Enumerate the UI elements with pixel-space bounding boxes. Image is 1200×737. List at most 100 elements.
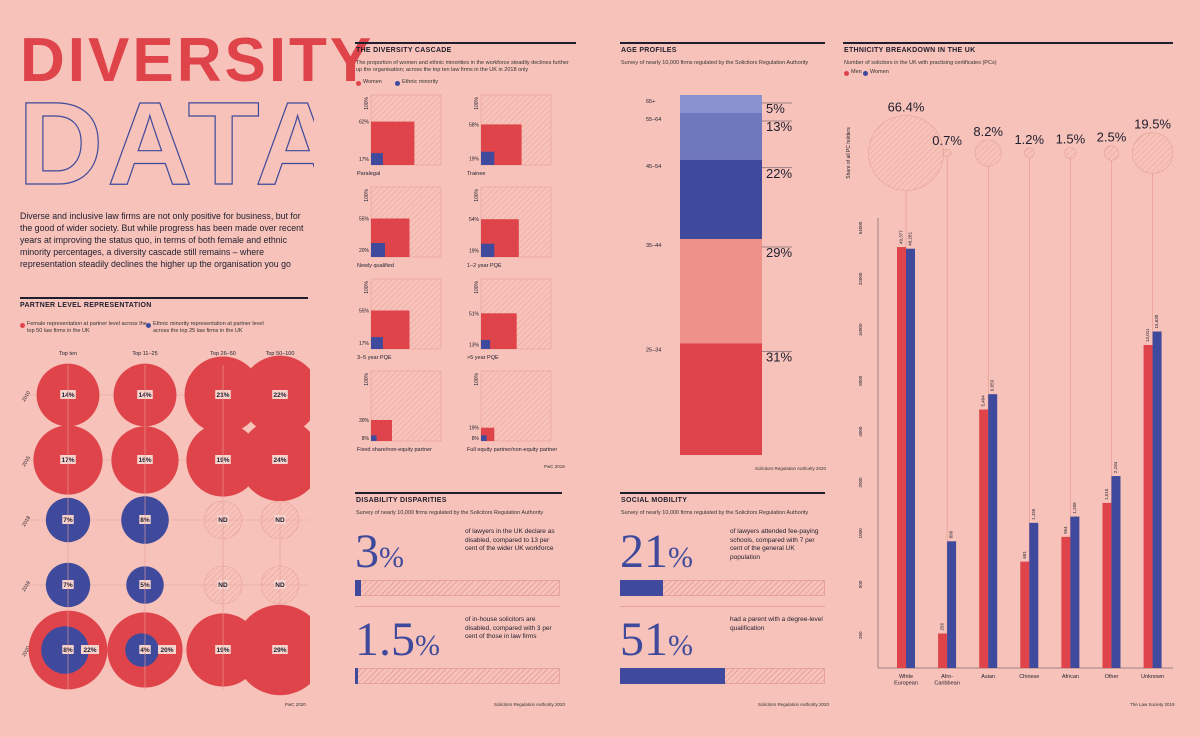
partner-legend-red: Female representation at partner level a… bbox=[27, 321, 147, 334]
cascade-top-label: 100% bbox=[474, 188, 480, 201]
eth-share-value: 66.4% bbox=[888, 100, 925, 115]
disability-rule bbox=[355, 492, 562, 494]
cascade-legend-women: Women bbox=[363, 79, 382, 85]
cascade-subtitle: The proportion of women and ethnic minor… bbox=[356, 60, 569, 73]
disability-stat-num: 3 bbox=[355, 525, 379, 578]
partner-label: 22% bbox=[273, 392, 286, 399]
cascade-women-label: 19% bbox=[469, 426, 480, 432]
partner-label: 29% bbox=[273, 647, 286, 654]
partner-col-0: Top ten bbox=[59, 351, 77, 357]
eth-share-bubble bbox=[1064, 147, 1077, 159]
cascade-ethnic-label: 20% bbox=[359, 248, 370, 254]
cascade-ethnic-label: 19% bbox=[469, 248, 480, 254]
cascade-top-label: 100% bbox=[474, 372, 480, 385]
eth-bar-label: 49,377 bbox=[899, 230, 904, 244]
ethnicity-subtitle: Number of solicitors in the UK with prac… bbox=[844, 60, 997, 66]
eth-tick: 250 bbox=[858, 631, 863, 639]
eth-bar-men bbox=[1061, 536, 1071, 668]
cascade-bar-ethnic bbox=[481, 435, 487, 441]
cascade-bar-ethnic bbox=[371, 243, 385, 257]
social-stat-pct: % bbox=[668, 541, 693, 574]
partner-rule bbox=[20, 297, 308, 299]
cascade-ethnic-label: 8% bbox=[472, 436, 480, 442]
age-label: 25–34 bbox=[646, 347, 661, 353]
eth-bar-label: 48,281 bbox=[908, 231, 913, 245]
eth-bar-label: 1,155 bbox=[1031, 508, 1036, 520]
eth-share-value: 1.5% bbox=[1056, 131, 1086, 146]
cascade-chart: 100% 62% 17% Paralegal 100% 58% 19% Trainee 100%… bbox=[357, 94, 557, 453]
eth-bar-label: 681 bbox=[1022, 551, 1027, 559]
eth-bar-label: 2,184 bbox=[1113, 461, 1118, 473]
partner-source: PwC 2020 bbox=[285, 702, 306, 707]
eth-tick: 500 bbox=[858, 580, 863, 588]
cascade-women-label: 62% bbox=[359, 120, 370, 126]
partner-label: ND bbox=[275, 582, 285, 589]
cascade-ethnic-label: 8% bbox=[362, 436, 370, 442]
age-label: 35–44 bbox=[646, 243, 661, 249]
cascade-top-label: 100% bbox=[474, 96, 480, 109]
age-label: 65+ bbox=[646, 99, 655, 105]
eth-share-bubble bbox=[868, 115, 944, 191]
eth-share-bubble bbox=[942, 148, 952, 158]
eth-legend-women-dot bbox=[863, 71, 868, 76]
cascade-bar-ethnic bbox=[371, 153, 383, 165]
eth-share-value: 0.7% bbox=[932, 133, 962, 148]
eth-bar-label: 898 bbox=[949, 530, 954, 538]
age-value: 29% bbox=[766, 245, 792, 260]
eth-bar-men bbox=[1020, 561, 1030, 668]
eth-bar-men bbox=[979, 409, 989, 668]
cascade-women-label: 54% bbox=[469, 217, 480, 223]
social-bar-fill bbox=[620, 668, 725, 684]
eth-tick: 1000 bbox=[858, 528, 863, 539]
social-bar-fill bbox=[620, 580, 664, 596]
social-stat-text: of lawyers attended fee-paying schools, … bbox=[730, 528, 819, 561]
eth-legend-men-dot bbox=[844, 71, 849, 76]
cascade-women-label: 55% bbox=[359, 309, 370, 315]
disability-bar-fill bbox=[355, 580, 362, 596]
social-stat-text: had a parent with a degree-level qualifi… bbox=[730, 616, 823, 632]
cascade-top-label: 100% bbox=[364, 372, 370, 385]
eth-bar-men bbox=[897, 247, 906, 668]
age-label: 55–64 bbox=[646, 117, 661, 123]
disability-stat-text: of in-house solicitors are disabled, com… bbox=[465, 616, 552, 640]
eth-bar-label: 6,659 bbox=[990, 379, 995, 391]
disability-stat-num: 1.5 bbox=[355, 613, 415, 666]
partner-col-1: Top 11–25 bbox=[132, 351, 157, 357]
age-value: 5% bbox=[766, 101, 785, 116]
eth-category: Asian bbox=[981, 674, 995, 680]
ethnicity-bar-chart: 250 500 1000 2000 4000 8000 16000 32000 64000 Sha… bbox=[846, 100, 1174, 687]
eth-share-value: 1.2% bbox=[1014, 132, 1044, 147]
ethnicity-rule bbox=[843, 42, 1173, 44]
social-stat-pct: % bbox=[668, 629, 693, 662]
eth-bar-women bbox=[988, 394, 998, 668]
social-source: Solicitors Regulation Authority 2020 bbox=[758, 702, 830, 707]
partner-label: ND bbox=[275, 517, 285, 524]
partner-label-bg bbox=[81, 645, 99, 654]
disability-stat-number: 3% bbox=[355, 528, 404, 582]
age-stacked-bar: 65+ 5% 55–64 13% 45–54 22% 35–44 29% 25–34 31% bbox=[646, 95, 792, 455]
age-title: AGE PROFILES bbox=[621, 47, 677, 54]
eth-tick: 4000 bbox=[858, 426, 863, 437]
social-stat-number: 51% bbox=[620, 616, 693, 670]
social-stats: 21% of lawyers attended fee-paying school… bbox=[620, 522, 825, 702]
cascade-bar-ethnic bbox=[371, 435, 377, 441]
eth-category: European bbox=[894, 681, 918, 687]
partner-label: 24% bbox=[273, 457, 286, 464]
cascade-women-label: 55% bbox=[359, 217, 370, 223]
cascade-ethnic-label: 17% bbox=[359, 341, 370, 347]
eth-bar-label: 5,404 bbox=[981, 395, 986, 407]
eth-category: Afro- bbox=[941, 674, 953, 680]
partner-year-2019: 2019 bbox=[21, 580, 32, 593]
eth-bar-label: 13,011 bbox=[1145, 328, 1150, 342]
age-segment-35–44 bbox=[680, 239, 762, 344]
cascade-ethnic-label: 19% bbox=[469, 156, 480, 162]
partner-year-2015: 2015 bbox=[21, 455, 32, 468]
social-title: SOCIAL MOBILITY bbox=[621, 497, 688, 504]
cascade-legend-women-dot bbox=[356, 81, 361, 86]
eth-bar-label: 1,258 bbox=[1072, 502, 1077, 514]
cascade-top-label: 100% bbox=[474, 280, 480, 293]
eth-legend-men: Men bbox=[851, 69, 862, 75]
cascade-source: PwC 2018 bbox=[544, 464, 565, 469]
disability-stat-number: 1.5% bbox=[355, 616, 440, 670]
